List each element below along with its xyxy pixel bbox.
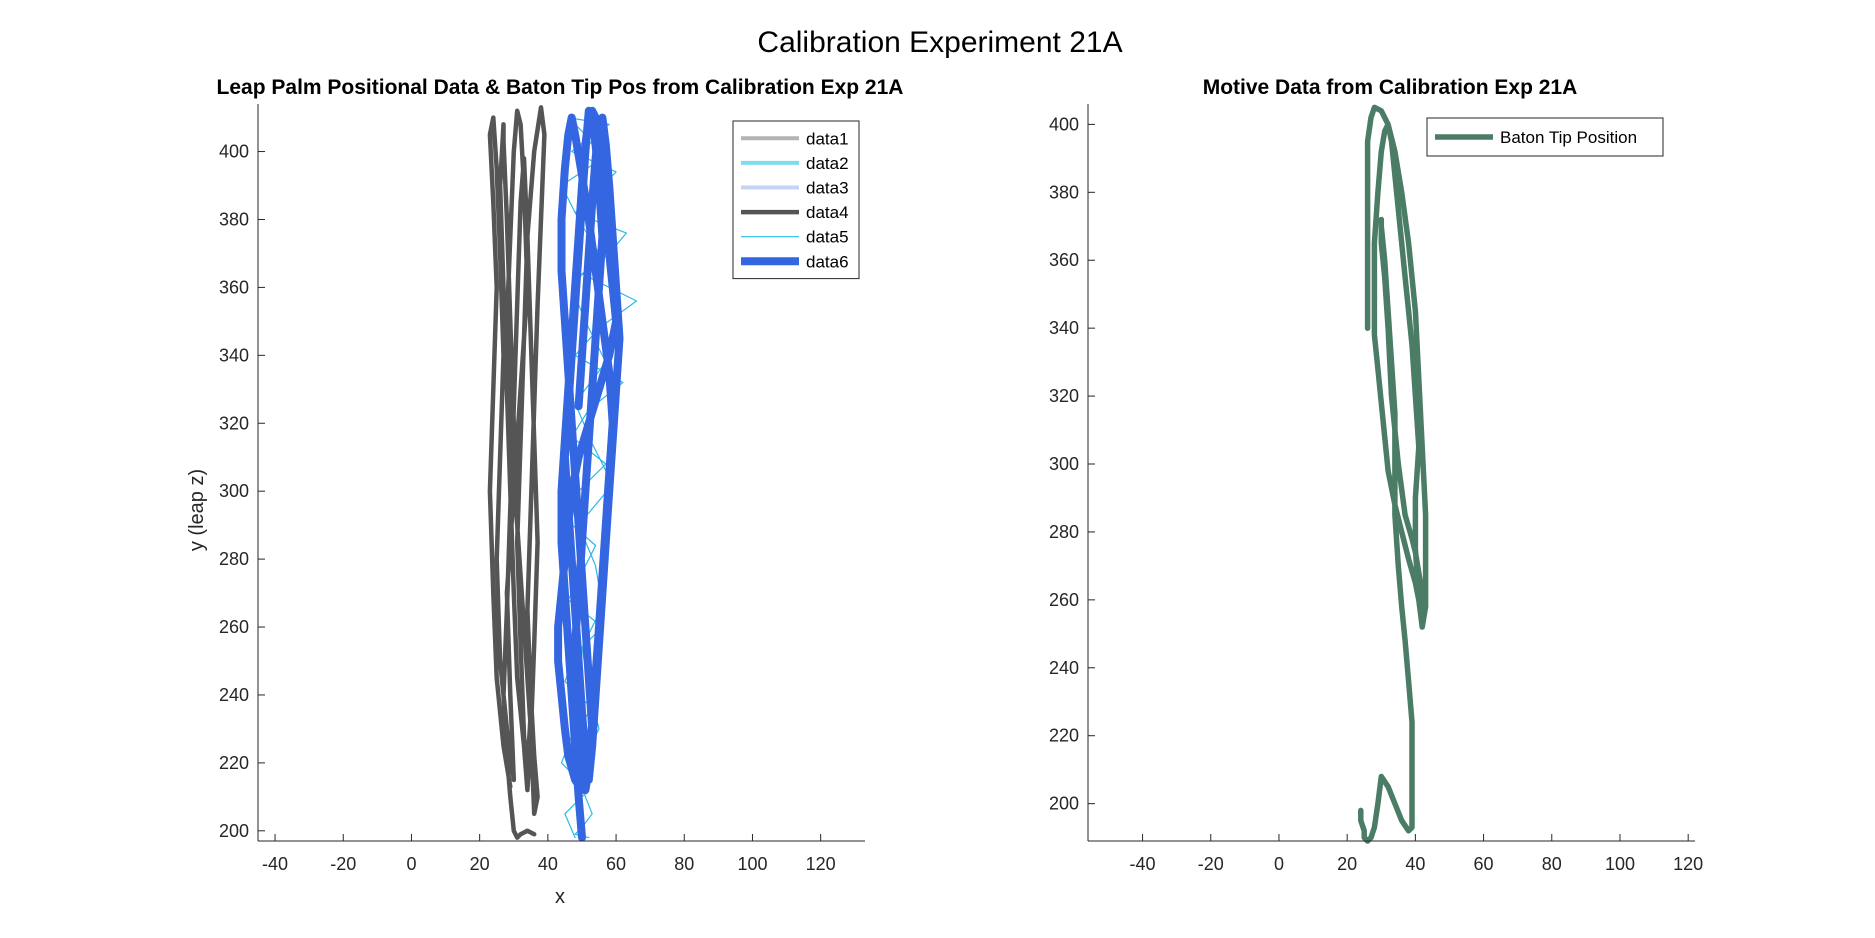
right-y-tick-label: 400: [1049, 114, 1079, 134]
right-x-tick-label: 40: [1405, 854, 1425, 874]
left-plot-legend: data1 data2 data3 data4 data5 data6: [732, 120, 860, 280]
left-x-tick-label: 80: [674, 854, 694, 874]
right-x-tick-label: 80: [1542, 854, 1562, 874]
right-plot: Motive Data from Calibration Exp 21A -40…: [1049, 76, 1703, 874]
left-y-tick-label: 340: [219, 345, 249, 365]
left-x-tick-label: -40: [262, 854, 288, 874]
left-plot-ylabel: y (leap z): [186, 469, 208, 551]
left-y-tick-label: 380: [219, 209, 249, 229]
left-legend-label-2: data2: [806, 154, 849, 173]
right-y-tick-label: 280: [1049, 522, 1079, 542]
left-x-tick-label: -20: [330, 854, 356, 874]
left-x-tick-label: 120: [806, 854, 836, 874]
right-x-tick-label: 0: [1274, 854, 1284, 874]
right-x-tick-label: -20: [1198, 854, 1224, 874]
left-series-line-6: [554, 106, 624, 842]
right-series-line-1: [1358, 104, 1429, 844]
right-y-tick-label: 300: [1049, 454, 1079, 474]
right-y-tick-label: 220: [1049, 726, 1079, 746]
right-y-tick-label: 380: [1049, 182, 1079, 202]
left-y-tick-label: 400: [219, 142, 249, 162]
right-plot-title: Motive Data from Calibration Exp 21A: [1203, 76, 1578, 99]
left-x-tick-label: 100: [737, 854, 767, 874]
right-x-tick-label: 120: [1673, 854, 1703, 874]
right-y-tick-label: 360: [1049, 250, 1079, 270]
right-x-tick-label: -40: [1130, 854, 1156, 874]
left-y-tick-label: 240: [219, 685, 249, 705]
figure-title: Calibration Experiment 21A: [757, 26, 1122, 59]
left-legend-label-4: data4: [806, 203, 849, 222]
left-x-tick-label: 60: [606, 854, 626, 874]
left-y-tick-label: 220: [219, 753, 249, 773]
left-y-tick-label: 300: [219, 481, 249, 501]
left-legend-label-5: data5: [806, 228, 849, 247]
right-legend-label-1: Baton Tip Position: [1500, 128, 1637, 147]
left-legend-label-3: data3: [806, 179, 849, 198]
left-plot-axes: -40 -20 0 20 40 60 80 100 120 200 220 240 260 280 300 3…: [219, 104, 865, 874]
left-legend-label-6: data6: [806, 252, 849, 271]
left-plot: Leap Palm Positional Data & Baton Tip Po…: [186, 76, 903, 908]
left-y-tick-label: 360: [219, 277, 249, 297]
left-x-tick-label: 40: [538, 854, 558, 874]
right-y-tick-label: 320: [1049, 386, 1079, 406]
right-plot-legend: Baton Tip Position: [1426, 117, 1664, 157]
right-y-tick-label: 260: [1049, 590, 1079, 610]
left-legend-label-1: data1: [806, 129, 849, 148]
left-y-tick-label: 320: [219, 413, 249, 433]
left-x-tick-label: 20: [470, 854, 490, 874]
left-plot-title: Leap Palm Positional Data & Baton Tip Po…: [217, 76, 904, 99]
right-y-tick-label: 240: [1049, 658, 1079, 678]
left-y-tick-label: 260: [219, 617, 249, 637]
right-x-tick-label: 60: [1474, 854, 1494, 874]
right-y-tick-label: 200: [1049, 794, 1079, 814]
left-y-tick-label: 280: [219, 549, 249, 569]
right-plot-axes: -40 -20 0 20 40 60 80 100 120 200 220 240 260 280 300 3…: [1049, 104, 1703, 874]
left-series-line-4: [487, 105, 547, 840]
right-x-tick-label: 100: [1605, 854, 1635, 874]
left-y-tick-label: 200: [219, 821, 249, 841]
left-plot-xlabel: x: [555, 886, 565, 908]
left-legend-box: [732, 120, 860, 280]
left-x-tick-label: 0: [406, 854, 416, 874]
left-plot-series: [487, 105, 638, 842]
right-plot-series: [1358, 104, 1429, 844]
right-x-tick-label: 20: [1337, 854, 1357, 874]
right-y-tick-label: 340: [1049, 318, 1079, 338]
